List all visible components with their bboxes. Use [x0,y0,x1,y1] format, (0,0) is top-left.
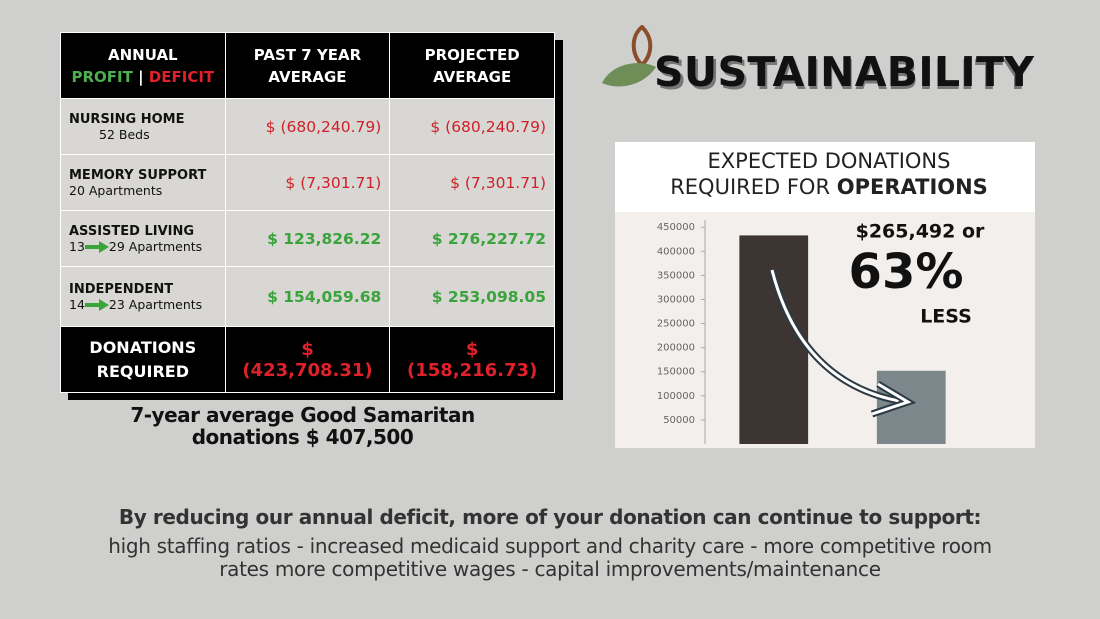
arrow-icon [84,299,109,311]
header-cell: PAST 7 YEAR AVERAGE [224,32,391,99]
annotation: $265,492 or [856,221,985,243]
annotation: 63% [849,244,964,300]
header-row: ANNUAL PROFIT | DEFICIT PAST 7 YEAR AVERA… [60,32,555,99]
row: MEMORY SUPPORT 20 Apartments $ (7,301.71)… [60,154,555,211]
chart-title: REQUIRED FOR OPERATIONS [670,175,988,199]
footer: By reducing our annual deficit, more of … [0,505,1100,581]
total-cell: $ (158,216.73) [389,326,555,393]
logo: SUSTAINABILITY SUSTAINABILITY [602,25,1035,99]
cell: $ (680,240.79) [224,98,391,155]
y-tick-label: 350000 [657,270,695,281]
row-name: INDEPENDENT [69,281,174,297]
row-sub: 13 29 Apartments [69,239,217,254]
footer-line: high staffing ratios - increased medicai… [108,534,992,558]
marks: 50000 100000 150000 200000 250000 300000 35000… [657,220,946,444]
annotation: LESS [920,306,972,328]
y-tick-label: 400000 [657,246,695,257]
row-name: NURSING HOME [69,111,185,127]
caption: 7-year average Good Samaritan donations $… [60,404,545,448]
y-tick-label: 50000 [663,415,695,426]
row-sub: 52 Beds [99,126,150,142]
y-tick-label: 100000 [657,391,695,402]
y-tick-label: 250000 [657,319,695,330]
footer-heading: By reducing our annual deficit, more of … [118,505,982,529]
row-name: ASSISTED LIVING [69,223,195,239]
row-label: ASSISTED LIVING 13 29 Apartments [60,210,226,267]
cell: $ (7,301.71) [224,154,391,211]
cell: $ (680,240.79) [389,98,555,155]
row: ASSISTED LIVING 13 29 Apartments $ 123,826… [60,210,555,267]
y-tick-label: 150000 [657,367,695,378]
logo-shadow: SUSTAINABILITY [657,51,1034,99]
separator: | [138,67,144,86]
header-cell: PROJECTED AVERAGE [389,32,555,99]
caption-line: donations $ 407,500 [191,425,414,449]
chart-title: EXPECTED DONATIONS [708,149,951,173]
caption-line: 7-year average Good Samaritan [130,403,475,427]
total-label: DONATIONS REQUIRED [60,326,226,393]
deficit: DEFICIT [148,67,215,86]
header-annual: ANNUAL [108,45,178,64]
total-cell: $ (423,708.31) [224,326,391,393]
cell: $ 276,227.72 [389,210,555,267]
footer-text: high staffing ratios - increased medicai… [0,535,1100,581]
sub-from: 14 [69,296,85,312]
row-sub: 20 Apartments [69,182,163,198]
sub-from: 13 [69,238,85,254]
row-name: MEMORY SUPPORT [69,167,207,183]
y-tick-label: 200000 [657,343,695,354]
leaf-green [602,63,656,87]
sub-to: 23 Apartments [108,296,203,312]
bar [739,235,809,444]
row-label: MEMORY SUPPORT 20 Apartments [60,154,226,211]
arrow [770,269,906,404]
chart-header [615,142,1035,212]
y-tick-label: 450000 [657,222,695,233]
row: INDEPENDENT 14 23 Apartments $ 154,059.68 … [60,266,555,327]
plot-area [615,212,1035,448]
row: NURSING HOME 52 Beds $ (680,240.79) $ (68… [60,98,555,155]
header-legend: PROFIT | DEFICIT [69,66,217,88]
row-sub: 14 23 Apartments [69,297,217,312]
footer-line: rates more competitive wages - capital i… [219,557,881,581]
profit-table: ANNUAL PROFIT | DEFICIT PAST 7 YEAR AVERA… [60,32,555,393]
chart-title-part: REQUIRED FOR [670,175,830,199]
header-cell: ANNUAL PROFIT | DEFICIT [60,32,226,99]
leaf-brown [631,25,653,68]
y-tick-label: 300000 [657,294,695,305]
cell: $ 154,059.68 [224,266,391,327]
arrow-head [871,382,912,416]
cell: $ 123,826.22 [224,210,391,267]
arrow-icon [84,241,109,253]
row-label: INDEPENDENT 14 23 Apartments [60,266,226,327]
profit: PROFIT [71,67,133,86]
logo-title: SUSTAINABILITY [654,48,1035,96]
chart-title-emphasis: OPERATIONS [837,175,988,199]
sub-to: 29 Apartments [108,238,203,254]
cell: $ 253,098.05 [389,266,555,327]
cell: $ (7,301.71) [389,154,555,211]
total-row: DONATIONS REQUIRED $ (423,708.31) $ (158… [60,326,555,393]
